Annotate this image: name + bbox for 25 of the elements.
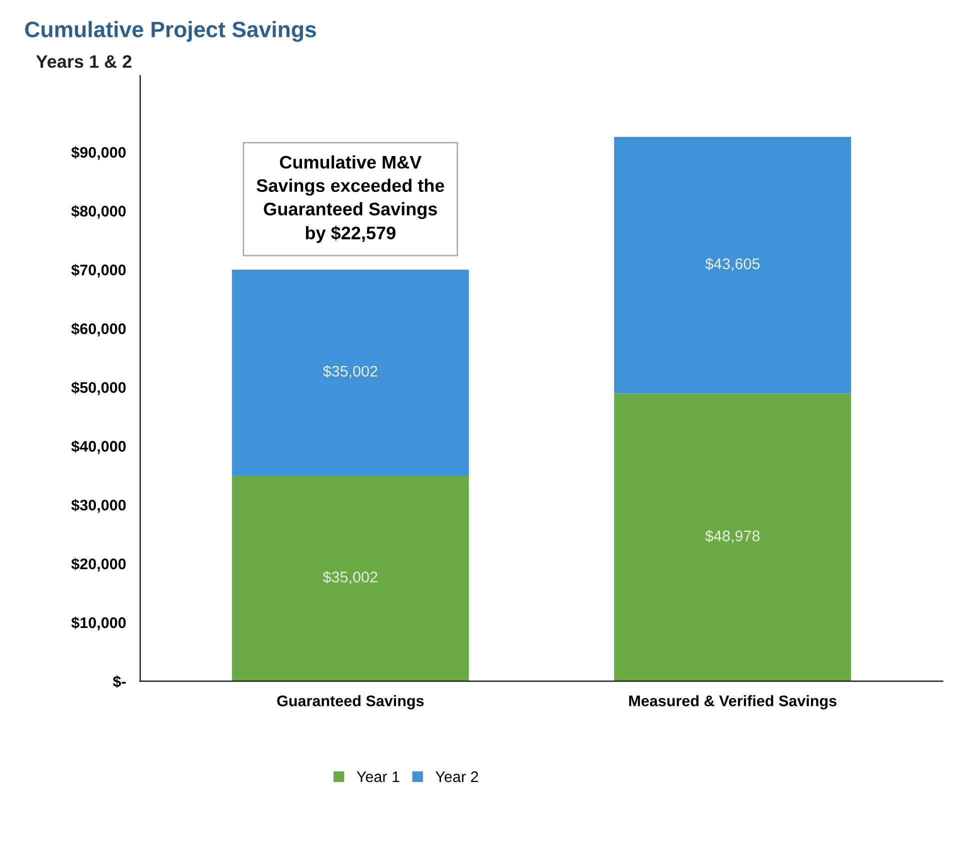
y-tick-label: $80,000 [71, 205, 126, 219]
data-label: $43,605 [705, 258, 760, 272]
y-tick-label: $30,000 [71, 499, 126, 513]
y-tick-label: $10,000 [71, 616, 126, 630]
legend-label: Year 1 [356, 772, 400, 782]
y-tick-label: $60,000 [71, 322, 126, 336]
y-tick-label: $70,000 [71, 264, 126, 278]
bar [614, 136, 852, 394]
legend-label: Year 2 [436, 771, 478, 782]
annotation: Cumulative M&V Savings exceeded the Guaranteed Savings by $22,579 [256, 155, 444, 243]
data-label: $35,002 [322, 365, 378, 378]
y-tick-label: $- [112, 675, 126, 688]
bar [614, 393, 852, 682]
x-tick-label: Measured & Verified Savings [629, 695, 836, 710]
chart-title: Cumulative Project Savings [25, 21, 316, 42]
y-tick-label: $90,000 [71, 146, 126, 160]
y-tick-label: $20,000 [71, 558, 126, 572]
x-tick-label: Guaranteed Savings [277, 695, 424, 710]
bar [232, 475, 469, 682]
bar [232, 270, 469, 476]
y-tick-label: $50,000 [71, 381, 126, 396]
data-label: $35,002 [322, 570, 378, 584]
data-label: $48,978 [705, 530, 760, 544]
y-tick-label: $40,000 [71, 440, 126, 454]
chart-subtitle: Years 1 & 2 [36, 55, 132, 68]
